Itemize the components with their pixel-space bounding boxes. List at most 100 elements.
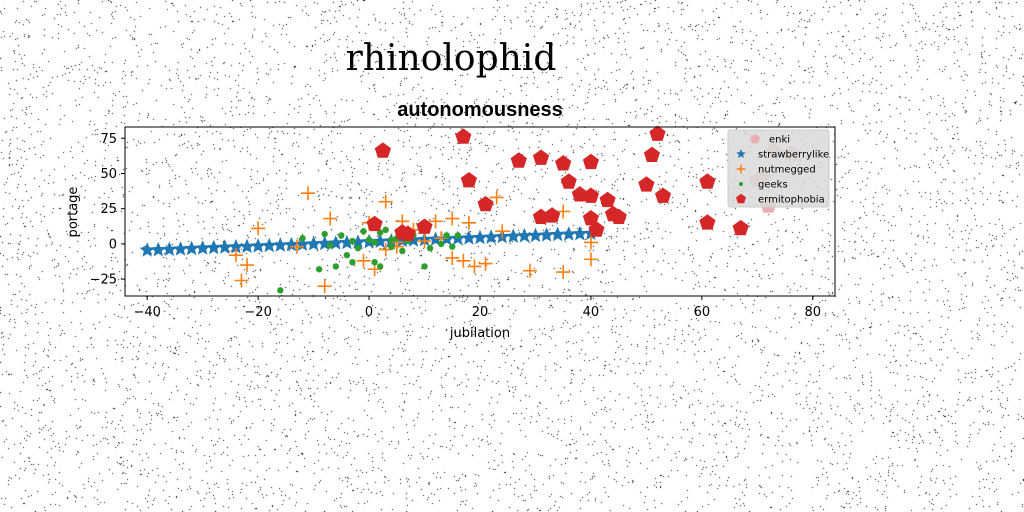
data-point (610, 208, 627, 224)
data-point (449, 243, 456, 250)
data-point (437, 240, 445, 248)
data-point (583, 235, 598, 250)
x-tick-label: −40 (133, 305, 160, 320)
plot-marks (139, 125, 799, 294)
data-point (332, 263, 339, 270)
data-point (477, 196, 494, 212)
data-point (272, 237, 288, 252)
data-point (371, 259, 378, 266)
data-point (240, 258, 255, 273)
data-point (228, 239, 244, 254)
legend-marker (736, 149, 746, 158)
legend-marker (750, 133, 760, 144)
data-point (321, 230, 328, 238)
data-point (428, 214, 443, 229)
legend-marker (736, 193, 746, 204)
legend-marker (739, 182, 743, 186)
data-point (338, 232, 345, 239)
data-point (516, 228, 532, 243)
legend-label: enki (769, 135, 790, 146)
legend-label: nutmegged (758, 165, 816, 176)
data-point (365, 236, 373, 243)
data-point (638, 176, 655, 192)
data-point (356, 253, 371, 268)
data-point (421, 263, 428, 270)
data-point (539, 227, 555, 242)
data-point (366, 215, 383, 232)
data-point (532, 149, 550, 165)
data-point (416, 218, 433, 234)
data-point (561, 226, 577, 241)
legend-box (727, 129, 830, 208)
data-point (327, 242, 334, 249)
data-point (522, 263, 537, 278)
data-point (583, 252, 598, 267)
data-point (460, 172, 477, 188)
data-point (556, 265, 571, 280)
data-point (582, 153, 599, 170)
legend-label: strawberrylike (758, 150, 829, 161)
x-tick-label: 0 (365, 305, 373, 320)
data-point (732, 219, 749, 236)
data-point (527, 227, 544, 243)
data-point (699, 173, 716, 189)
data-point (426, 244, 434, 252)
data-point (371, 239, 378, 246)
data-point (261, 237, 277, 253)
y-tick-label: 75 (100, 132, 117, 147)
data-point (483, 229, 499, 244)
legend-marker (736, 164, 746, 174)
data-point (251, 221, 266, 236)
legend-label: ermitophobia (758, 195, 825, 206)
legend-item-strawberrylike: strawberrylike (736, 149, 829, 161)
data-point (239, 238, 255, 253)
x-tick-label: 60 (694, 305, 711, 320)
data-point (599, 191, 616, 208)
data-point (306, 236, 322, 251)
chart-title: autonomousness (397, 99, 563, 121)
data-point (467, 259, 482, 274)
legend-item-nutmegged: nutmegged (736, 164, 816, 176)
data-point (172, 241, 189, 256)
data-point (317, 279, 332, 294)
data-point (139, 242, 155, 257)
y-axis: −25 0 25 50 75 (90, 132, 125, 288)
y-tick-label: −25 (90, 273, 117, 288)
data-point (349, 259, 356, 266)
data-point (588, 221, 605, 237)
x-tick-label: 40 (583, 305, 600, 320)
data-point (445, 250, 460, 265)
data-point (505, 228, 521, 243)
data-point (550, 226, 566, 242)
data-point (382, 226, 389, 234)
data-point (417, 234, 432, 249)
legend: enki strawberrylike nutmegged geeks ermitoph… (727, 129, 830, 208)
y-tick-label: 0 (109, 237, 117, 252)
legend-item-geeks: geeks (739, 180, 788, 191)
data-point (649, 125, 666, 141)
data-point (489, 190, 504, 205)
data-point (555, 155, 572, 171)
data-point (323, 211, 338, 226)
legend-item-enki: enki (750, 133, 790, 146)
data-point (478, 256, 493, 271)
x-axis: −40 −20 0 20 40 60 80 (133, 296, 821, 320)
data-point (299, 235, 306, 242)
legend-label: geeks (758, 180, 788, 191)
data-point (343, 251, 351, 259)
data-point (339, 234, 355, 250)
data-point (228, 248, 243, 263)
data-point (456, 253, 471, 268)
data-point (643, 146, 660, 162)
data-point (350, 234, 366, 249)
data-point (217, 239, 233, 254)
data-point (315, 266, 323, 273)
y-tick-label: 50 (100, 167, 117, 182)
data-point (378, 194, 393, 209)
data-point (388, 236, 395, 243)
legend-item-ermitophobia: ermitophobia (736, 193, 825, 206)
data-point (206, 239, 222, 255)
data-point (399, 225, 416, 241)
data-point (283, 236, 299, 252)
